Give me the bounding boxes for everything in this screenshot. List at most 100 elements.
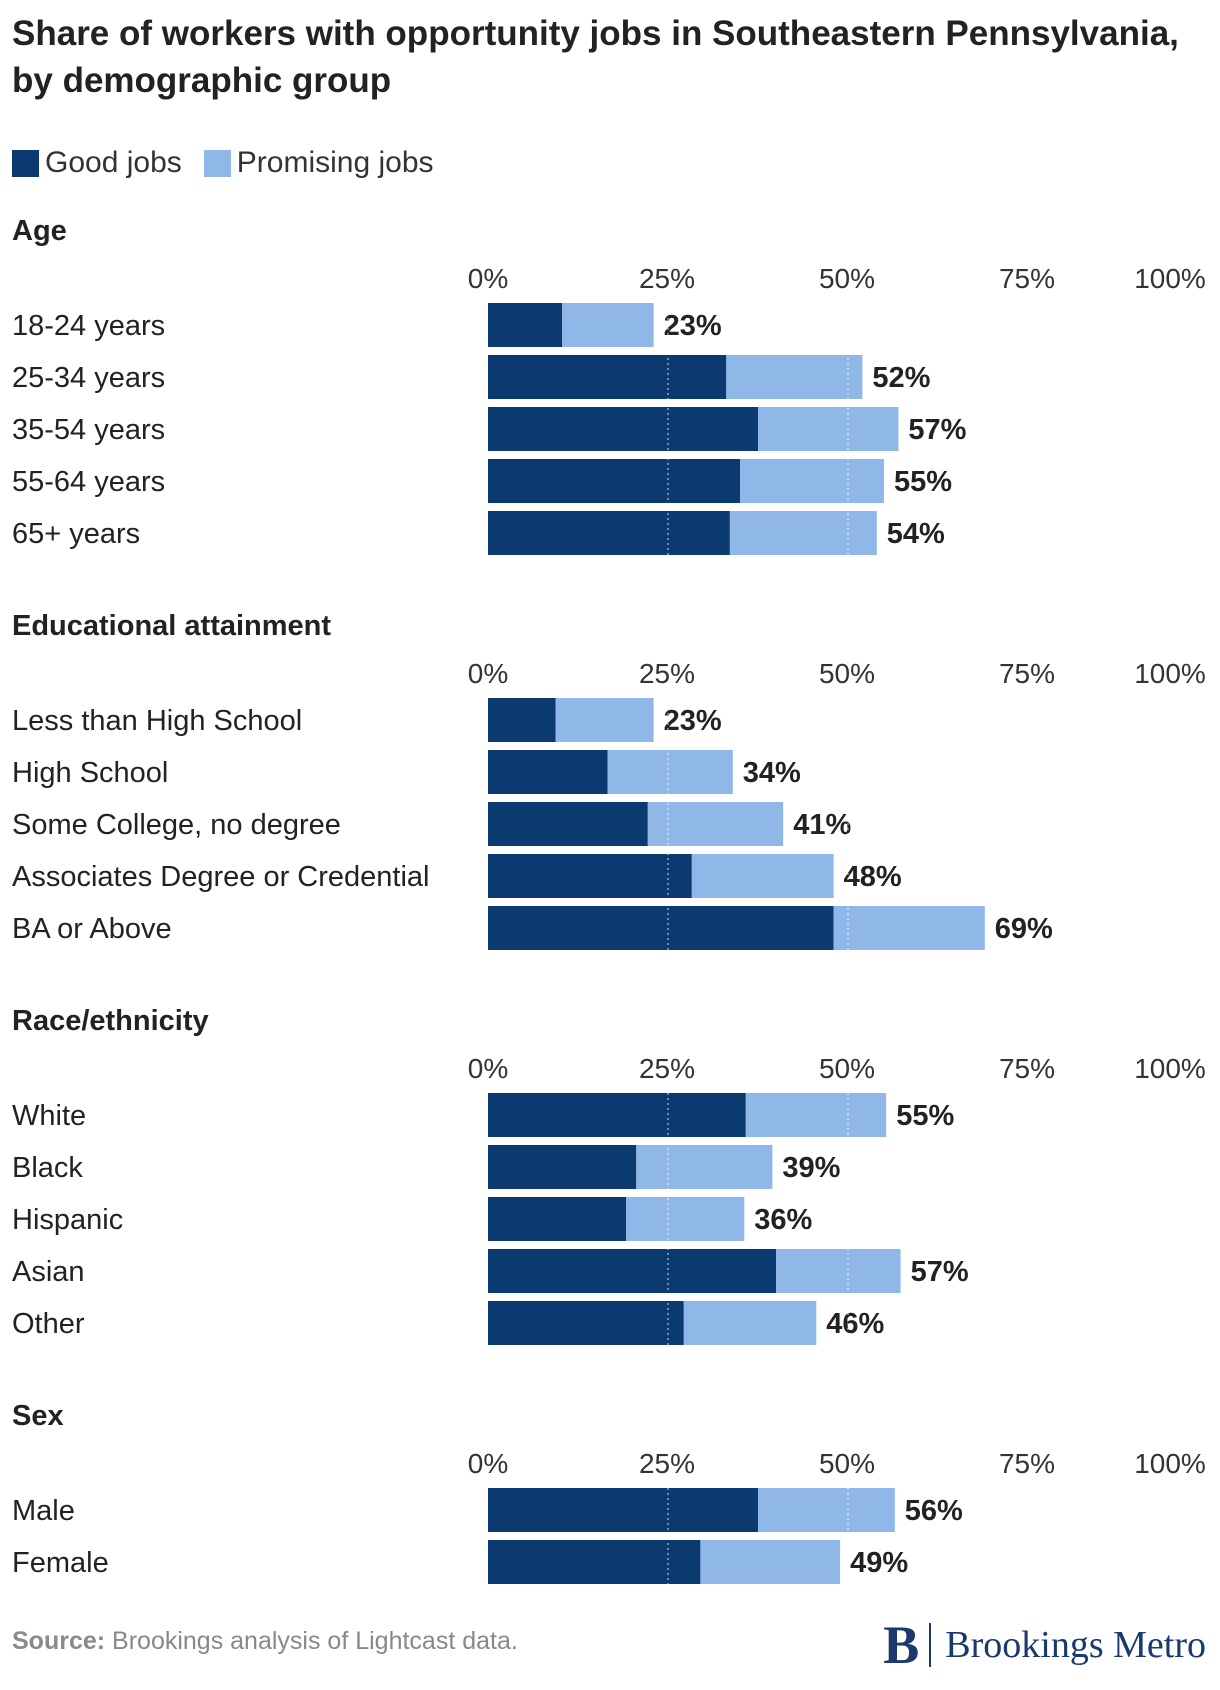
data-label-ba-or-above: 69% [995,913,1053,945]
legend-item-promising-jobs: Promising jobs [203,146,434,180]
bar-good-less-than-high-school [488,698,556,742]
bar-good-white [488,1093,746,1137]
data-label-less-than-high-school: 23% [664,705,722,737]
category-label-asian: Asian [12,1256,85,1288]
data-label-35-54-years: 57% [908,414,966,446]
data-label-18-24-years: 23% [664,310,722,342]
group-heading-race-ethnicity: Race/ethnicity [12,1005,209,1037]
data-label-female: 49% [850,1547,908,1579]
bar-good-55-64-years [488,459,740,503]
bar-promising-65-years [729,511,877,555]
legend: Good jobs Promising jobs [12,146,456,180]
bar-good-hispanic [488,1197,627,1241]
logo-name: Brookings Metro [945,1624,1206,1666]
logo-mark: B [883,1615,920,1675]
category-label-female: Female [12,1547,109,1579]
data-label-white: 55% [896,1100,954,1132]
stacked-bar-chart: Age 0% 25% 50% 75% 100% 18-24 years 23% 25-34 ye… [12,215,1206,1584]
tick-label-educational-attainment-1: 25% [639,658,695,689]
category-label-18-24-years: 18-24 years [12,310,165,342]
tick-label-race-ethnicity-4: 100% [1134,1053,1206,1084]
category-label-hispanic: Hispanic [12,1204,123,1236]
data-label-some-college-no-degree: 41% [793,809,851,841]
tick-label-educational-attainment-2: 50% [819,658,875,689]
bar-promising-55-64-years [740,459,884,503]
bar-promising-male [758,1488,895,1532]
group-heading-educational-attainment: Educational attainment [12,610,331,642]
bar-good-ba-or-above [488,906,834,950]
data-label-55-64-years: 55% [894,466,952,498]
tick-label-race-ethnicity-2: 50% [819,1053,875,1084]
category-label-associates-degree-or-credential: Associates Degree or Credential [12,861,429,893]
tick-label-race-ethnicity-1: 25% [639,1053,695,1084]
data-label-hispanic: 36% [754,1204,812,1236]
bar-promising-35-54-years [758,407,899,451]
brookings-metro-logo: B Brookings Metro [883,1618,1206,1672]
category-label-some-college-no-degree: Some College, no degree [12,809,341,841]
data-label-asian: 57% [911,1256,969,1288]
category-label-35-54-years: 35-54 years [12,414,165,446]
bar-promising-less-than-high-school [555,698,654,742]
legend-label-good-jobs: Good jobs [45,146,182,179]
category-label-25-34-years: 25-34 years [12,362,165,394]
group-heading-age: Age [12,215,67,247]
tick-label-educational-attainment-0: 0% [468,658,508,689]
source-text: Brookings analysis of Lightcast data. [105,1627,518,1655]
tick-label-age-0: 0% [468,263,508,294]
data-label-other: 46% [826,1308,884,1340]
bar-good-35-54-years [488,407,758,451]
tick-label-sex-2: 50% [819,1448,875,1479]
bar-promising-ba-or-above [833,906,985,950]
tick-label-age-2: 50% [819,263,875,294]
data-label-associates-degree-or-credential: 48% [844,861,902,893]
tick-label-educational-attainment-3: 75% [999,658,1055,689]
category-label-ba-or-above: BA or Above [12,913,172,945]
bar-good-black [488,1145,637,1189]
bar-good-asian [488,1249,776,1293]
tick-label-age-3: 75% [999,263,1055,294]
legend-swatch-promising-jobs [203,149,231,177]
bar-promising-18-24-years [562,303,654,347]
bar-promising-white [745,1093,887,1137]
category-label-65-years: 65+ years [12,518,140,550]
legend-swatch-good-jobs [12,149,39,177]
bar-promising-some-college-no-degree [647,802,784,846]
bar-good-65-years [488,511,730,555]
bar-promising-high-school [607,750,733,794]
bar-good-other [488,1301,684,1345]
category-label-male: Male [12,1495,75,1527]
category-label-high-school: High School [12,757,168,789]
category-label-55-64-years: 55-64 years [12,466,165,498]
bar-promising-other [683,1301,817,1345]
bar-good-associates-degree-or-credential [488,854,692,898]
data-label-black: 39% [782,1152,840,1184]
tick-label-race-ethnicity-0: 0% [468,1053,508,1084]
tick-label-sex-0: 0% [468,1448,508,1479]
tick-label-age-4: 100% [1134,263,1206,294]
bar-promising-female [700,1540,841,1584]
bar-good-some-college-no-degree [488,802,648,846]
data-label-65-years: 54% [887,518,945,550]
bar-good-female [488,1540,701,1584]
bar-promising-hispanic [626,1197,745,1241]
chart-title: Share of workers with opportunity jobs i… [12,14,1179,100]
bar-promising-25-34-years [726,355,863,399]
category-label-black: Black [12,1152,83,1184]
tick-label-educational-attainment-4: 100% [1134,658,1206,689]
legend-label-promising-jobs: Promising jobs [236,146,434,179]
bar-good-high-school [488,750,608,794]
source-label: Source: [12,1627,106,1655]
legend-item-good-jobs: Good jobs [12,146,182,180]
category-label-less-than-high-school: Less than High School [12,705,302,737]
bar-promising-associates-degree-or-credential [691,854,834,898]
data-label-25-34-years: 52% [872,362,930,394]
tick-label-sex-1: 25% [639,1448,695,1479]
tick-label-race-ethnicity-3: 75% [999,1053,1055,1084]
bar-good-18-24-years [488,303,563,347]
tick-label-sex-3: 75% [999,1448,1055,1479]
data-label-male: 56% [905,1495,963,1527]
bar-good-25-34-years [488,355,727,399]
logo-divider [929,1623,932,1667]
group-heading-sex: Sex [12,1400,64,1432]
data-label-high-school: 34% [743,757,801,789]
